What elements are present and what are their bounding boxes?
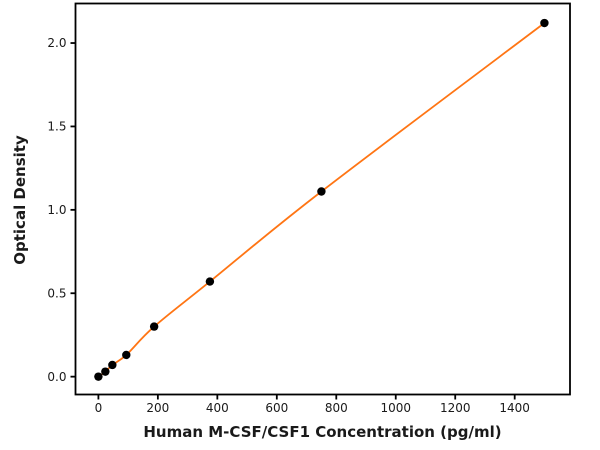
data-point — [94, 372, 103, 381]
x-tick-label: 1200 — [440, 401, 471, 415]
x-tick-label: 400 — [206, 401, 229, 415]
y-tick-label: 0.5 — [47, 286, 66, 300]
y-tick-label: 1.0 — [47, 203, 66, 217]
data-point — [540, 18, 549, 28]
x-tick-label: 200 — [146, 401, 169, 415]
x-axis-title: Human M-CSF/CSF1 Concentration (pg/ml) — [143, 423, 502, 441]
data-point — [205, 277, 215, 286]
data-points — [94, 18, 549, 381]
data-point — [149, 322, 159, 331]
y-axis-title: Optical Density — [11, 135, 29, 265]
x-tick-label: 0 — [95, 401, 103, 415]
y-tick-label: 2.0 — [47, 36, 66, 50]
y-tick-label: 1.5 — [47, 120, 66, 134]
x-tick-label: 600 — [265, 401, 288, 415]
x-tick-label: 800 — [325, 401, 348, 415]
y-tick-label: 0.0 — [47, 370, 66, 384]
plot-frame — [74, 2, 571, 396]
data-point — [108, 360, 117, 370]
data-point — [122, 350, 131, 360]
fit-curve — [97, 22, 545, 378]
data-point — [317, 187, 326, 196]
fit-curve-path — [97, 22, 545, 378]
x-tick-label: 1400 — [499, 401, 530, 415]
axis-ticks: 0 200 400 600 800 1000 1200 1400 0.0 0.5 1.0 1.5 2.0 — [47, 36, 530, 415]
data-point — [101, 367, 110, 376]
x-tick-label: 1000 — [380, 401, 411, 415]
